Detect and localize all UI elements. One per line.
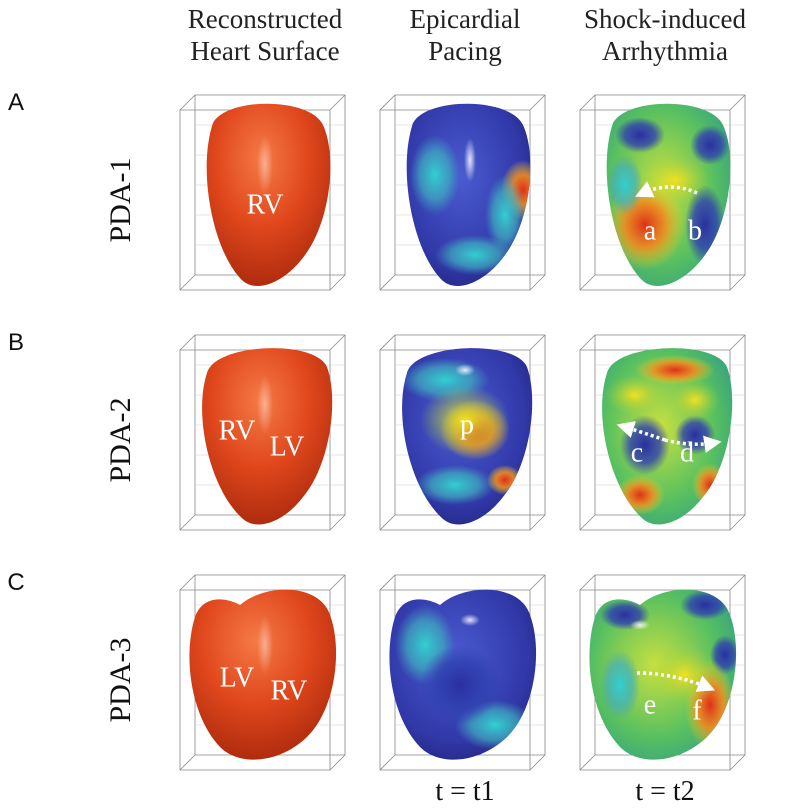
- activation-region: [455, 364, 475, 376]
- region-label: RV: [247, 189, 284, 220]
- column-header: Shock-induced: [584, 4, 746, 34]
- plot-box: [179, 94, 346, 291]
- activation-region: [415, 465, 495, 505]
- panel-letter: B: [8, 329, 24, 356]
- highlight: [257, 615, 273, 675]
- column-header: Pacing: [428, 36, 502, 66]
- activation-region: [615, 117, 665, 153]
- propagation-arrow: [664, 435, 722, 453]
- region-label: f: [692, 695, 702, 726]
- propagation-arrow: [636, 671, 716, 692]
- activation-region: [620, 415, 670, 475]
- activation-region: [420, 385, 510, 455]
- surface-map: [606, 117, 730, 270]
- activation-region: [635, 355, 715, 385]
- activation-region: [690, 125, 730, 165]
- panel-letter: C: [7, 569, 24, 596]
- surface-map: [402, 358, 523, 505]
- activation-region: [420, 645, 500, 725]
- row-label: PDA-1: [104, 157, 137, 242]
- region-label: d: [680, 437, 694, 468]
- activation-region: [650, 645, 720, 705]
- heart-panel: [379, 574, 546, 771]
- activation-region: [485, 175, 525, 255]
- column-header: Epicardial: [410, 4, 521, 34]
- plot-box: [579, 94, 746, 291]
- heart-panel: RV LV: [179, 334, 346, 531]
- activation-region: [680, 590, 730, 620]
- plot-box: [379, 574, 546, 771]
- plot-box: [579, 574, 746, 771]
- heart-panel: [379, 94, 546, 291]
- plot-box: [179, 574, 346, 771]
- activation-region: [487, 465, 523, 495]
- region-label: e: [644, 689, 656, 720]
- plot-box: [179, 334, 346, 531]
- plot-box: [579, 334, 746, 531]
- region-label: p: [460, 409, 474, 440]
- highlight: [257, 375, 273, 435]
- activation-region: [670, 380, 720, 420]
- row-label: PDA-2: [104, 397, 137, 482]
- activation-region: [600, 650, 640, 720]
- activation-region: [410, 135, 460, 215]
- surface-map: [257, 615, 273, 675]
- region-label: RV: [219, 415, 256, 446]
- panel-letter: A: [8, 89, 24, 116]
- region-label: LV: [270, 431, 305, 462]
- region-label: LV: [220, 662, 255, 693]
- region-label: b: [688, 215, 702, 246]
- activation-region: [460, 614, 480, 626]
- activation-region: [464, 138, 476, 182]
- heart-surface: [206, 103, 331, 286]
- heart-surface: [202, 348, 333, 525]
- activation-region: [607, 155, 643, 215]
- heart-panel: LV RV: [179, 574, 346, 771]
- heart-panel: RV: [179, 94, 346, 291]
- activation-region: [630, 620, 650, 630]
- heart-surface: [189, 589, 337, 760]
- row-label: PDA-3: [104, 637, 137, 722]
- region-label: RV: [271, 675, 308, 706]
- activation-region: [640, 155, 710, 205]
- activation-region: [605, 375, 665, 415]
- region-label: a: [644, 215, 657, 246]
- surface-map: [257, 375, 273, 435]
- surface-map: [395, 605, 535, 750]
- column-header: Reconstructed: [188, 4, 343, 34]
- plot-box: [379, 334, 546, 531]
- plot-box: [379, 94, 546, 291]
- time-label: t = t2: [635, 776, 694, 807]
- column-header: Heart Surface: [190, 36, 339, 66]
- propagation-arrow: [635, 181, 698, 198]
- column-header: Arrhythmia: [602, 36, 728, 66]
- surface-map: [410, 135, 531, 275]
- activation-region: [615, 475, 665, 515]
- heart-panel: p: [379, 334, 546, 531]
- surface-map: [257, 135, 273, 195]
- region-label: c: [631, 437, 643, 468]
- time-label: t = t1: [435, 776, 494, 807]
- highlight: [257, 135, 273, 195]
